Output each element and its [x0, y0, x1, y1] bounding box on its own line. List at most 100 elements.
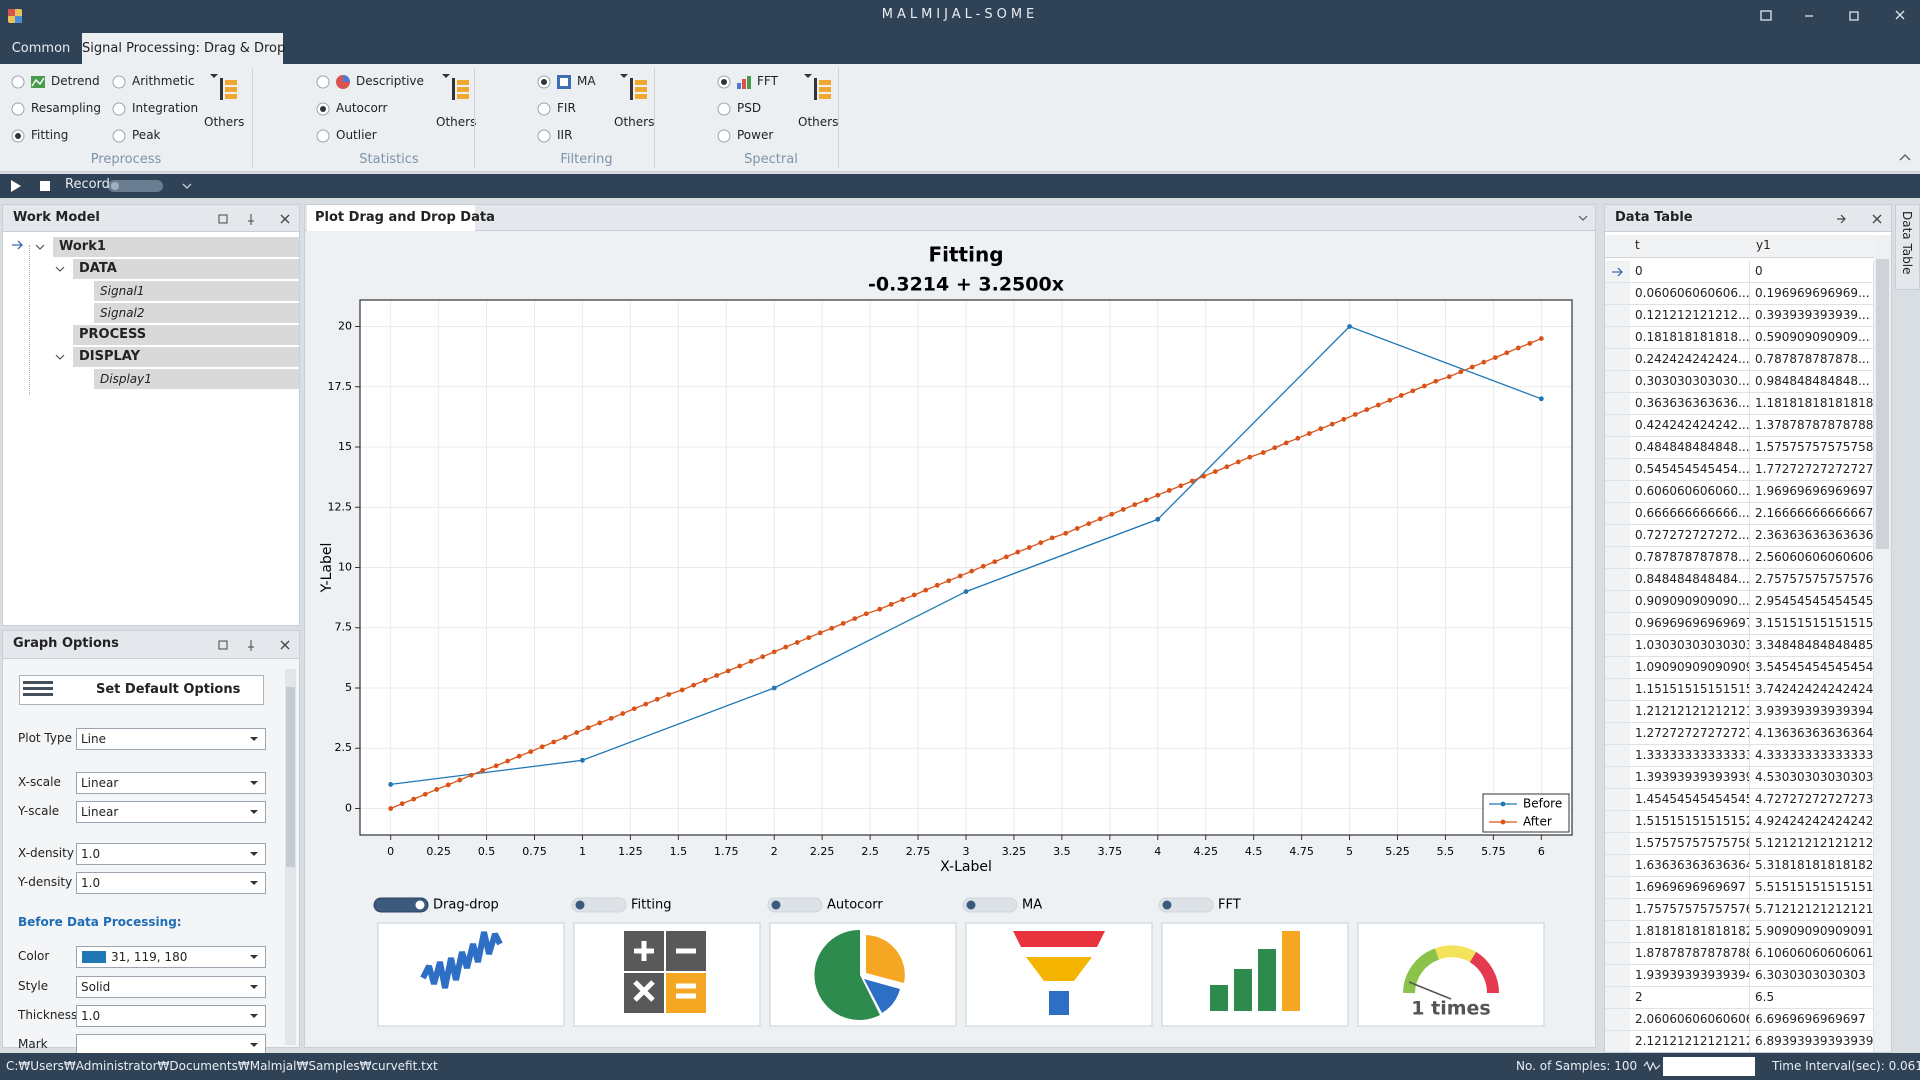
- table-cell[interactable]: 6.6969696969697: [1750, 1009, 1874, 1031]
- table-cell[interactable]: 2.95454545454545: [1750, 591, 1874, 613]
- panel-buttons[interactable]: [1835, 212, 1889, 226]
- combo-box[interactable]: [76, 1034, 266, 1056]
- table-cell[interactable]: 5.51515151515151: [1750, 877, 1874, 899]
- table-cell[interactable]: 0.606060606060...: [1630, 481, 1750, 503]
- table-cell[interactable]: 2.75757575757576: [1750, 569, 1874, 591]
- table-cell[interactable]: 6.10606060606061: [1750, 943, 1874, 965]
- table-cell[interactable]: 5.90909090909091: [1750, 921, 1874, 943]
- table-cell[interactable]: 1.57575757575758: [1750, 437, 1874, 459]
- table-cell[interactable]: 3.74242424242424: [1750, 679, 1874, 701]
- table-cell[interactable]: 2.12121212121212: [1630, 1031, 1750, 1052]
- table-cell[interactable]: 1.6969696969697: [1630, 877, 1750, 899]
- panel-tab[interactable]: Plot Drag and Drop Data: [307, 205, 495, 231]
- table-cell[interactable]: 1.27272727272727: [1630, 723, 1750, 745]
- toggle[interactable]: FFT: [1158, 897, 1241, 913]
- table-cell[interactable]: 0.96969696969697: [1630, 613, 1750, 635]
- table-cell[interactable]: 0.984848484848...: [1750, 371, 1874, 393]
- table-cell[interactable]: 1.87878787878788: [1630, 943, 1750, 965]
- scrollbar[interactable]: [1874, 235, 1891, 1052]
- tree-node[interactable]: Work1: [53, 237, 299, 257]
- table-cell[interactable]: 4.33333333333333: [1750, 745, 1874, 767]
- table-cell[interactable]: 1.96969696969697: [1750, 481, 1874, 503]
- toggle[interactable]: MA: [962, 897, 1042, 913]
- table-cell[interactable]: 6.89393939393939: [1750, 1031, 1874, 1052]
- table-cell[interactable]: 1.57575757575758: [1630, 833, 1750, 855]
- table-cell[interactable]: 2.16666666666667: [1750, 503, 1874, 525]
- table-cell[interactable]: 4.53030303030303: [1750, 767, 1874, 789]
- table-cell[interactable]: 2.56060606060606: [1750, 547, 1874, 569]
- tab[interactable]: Common: [11, 41, 71, 56]
- table-cell[interactable]: 0: [1750, 261, 1874, 283]
- tree-node[interactable]: Signal1: [94, 281, 299, 301]
- table-cell[interactable]: 0.181818181818...: [1630, 327, 1750, 349]
- table-cell[interactable]: 1.09090909090909: [1630, 657, 1750, 679]
- table-cell[interactable]: 0.787878787878...: [1630, 547, 1750, 569]
- table-cell[interactable]: 1.37878787878788: [1750, 415, 1874, 437]
- table-cell[interactable]: 1.33333333333333: [1630, 745, 1750, 767]
- column-header[interactable]: y1: [1756, 238, 1771, 252]
- table-cell[interactable]: 2: [1630, 987, 1750, 1009]
- table-cell[interactable]: 4.72727272727273: [1750, 789, 1874, 811]
- toggle[interactable]: Drag-drop: [373, 897, 499, 913]
- table-cell[interactable]: 0.196969696969...: [1750, 283, 1874, 305]
- table-cell[interactable]: 0.242424242424...: [1630, 349, 1750, 371]
- table-cell[interactable]: 1.75757575757576: [1630, 899, 1750, 921]
- combo-box[interactable]: 1.0: [76, 872, 266, 894]
- tree-node[interactable]: DATA: [73, 259, 299, 279]
- others-label[interactable]: Others: [436, 115, 477, 129]
- set-default-button[interactable]: Set Default Options: [19, 675, 264, 705]
- table-cell[interactable]: 0: [1630, 261, 1750, 283]
- toggle[interactable]: Fitting: [571, 897, 671, 913]
- table-cell[interactable]: 1.21212121212121: [1630, 701, 1750, 723]
- table-cell[interactable]: 0.727272727272...: [1630, 525, 1750, 547]
- table-cell[interactable]: 1.77272727272727: [1750, 459, 1874, 481]
- table-cell[interactable]: 0.545454545454...: [1630, 459, 1750, 481]
- interval-input[interactable]: [1663, 1057, 1755, 1076]
- table-cell[interactable]: 1.39393939393939: [1630, 767, 1750, 789]
- window-controls[interactable]: [1750, 6, 1920, 26]
- table-cell[interactable]: 0.424242424242...: [1630, 415, 1750, 437]
- table-cell[interactable]: 1.81818181818182: [1630, 921, 1750, 943]
- combo-box[interactable]: 1.0: [76, 1005, 266, 1027]
- table-cell[interactable]: 0.787878787878...: [1750, 349, 1874, 371]
- table-cell[interactable]: 4.13636363636364: [1750, 723, 1874, 745]
- side-tab[interactable]: Data Table: [1895, 204, 1920, 290]
- table-cell[interactable]: 1.93939393939394: [1630, 965, 1750, 987]
- tree-node[interactable]: DISPLAY: [73, 347, 299, 367]
- table-cell[interactable]: 5.12121212121212: [1750, 833, 1874, 855]
- combo-box[interactable]: 31, 119, 180: [76, 946, 266, 968]
- table-cell[interactable]: 2.36363636363636: [1750, 525, 1874, 547]
- table-cell[interactable]: 0.393939393939...: [1750, 305, 1874, 327]
- others-label[interactable]: Others: [798, 115, 839, 129]
- table-cell[interactable]: 3.15151515151515: [1750, 613, 1874, 635]
- table-cell[interactable]: 0.590909090909...: [1750, 327, 1874, 349]
- combo-box[interactable]: 1.0: [76, 843, 266, 865]
- table-cell[interactable]: 1.51515151515152: [1630, 811, 1750, 833]
- toolbar-controls[interactable]: [8, 178, 208, 194]
- tile[interactable]: [377, 922, 565, 1027]
- table-cell[interactable]: 1.03030303030303: [1630, 635, 1750, 657]
- scroll-thumb[interactable]: [286, 687, 295, 867]
- toggle[interactable]: Autocorr: [767, 897, 883, 913]
- tab[interactable]: Signal Processing: Drag & Drop: [82, 33, 285, 64]
- combo-box[interactable]: Linear: [76, 801, 266, 823]
- others-label[interactable]: Others: [614, 115, 655, 129]
- table-cell[interactable]: 1.15151515151515: [1630, 679, 1750, 701]
- table-cell[interactable]: 0.484848484848...: [1630, 437, 1750, 459]
- table-cell[interactable]: 0.303030303030...: [1630, 371, 1750, 393]
- collapse-ribbon[interactable]: [1898, 152, 1912, 162]
- scrollbar[interactable]: [285, 669, 296, 1045]
- tree-node[interactable]: PROCESS: [73, 325, 299, 345]
- table-cell[interactable]: 1.18181818181818: [1750, 393, 1874, 415]
- table-cell[interactable]: 6.5: [1750, 987, 1874, 1009]
- combo-box[interactable]: Line: [76, 728, 266, 750]
- table-cell[interactable]: 0.121212121212...: [1630, 305, 1750, 327]
- others-label[interactable]: Others: [204, 115, 245, 129]
- table-cell[interactable]: 3.54545454545454: [1750, 657, 1874, 679]
- table-cell[interactable]: 3.93939393939394: [1750, 701, 1874, 723]
- table-cell[interactable]: 3.34848484848485: [1750, 635, 1874, 657]
- table-cell[interactable]: 0.060606060606...: [1630, 283, 1750, 305]
- scroll-thumb[interactable]: [1876, 259, 1889, 549]
- table-cell[interactable]: 0.848484848484...: [1630, 569, 1750, 591]
- table-cell[interactable]: 0.666666666666...: [1630, 503, 1750, 525]
